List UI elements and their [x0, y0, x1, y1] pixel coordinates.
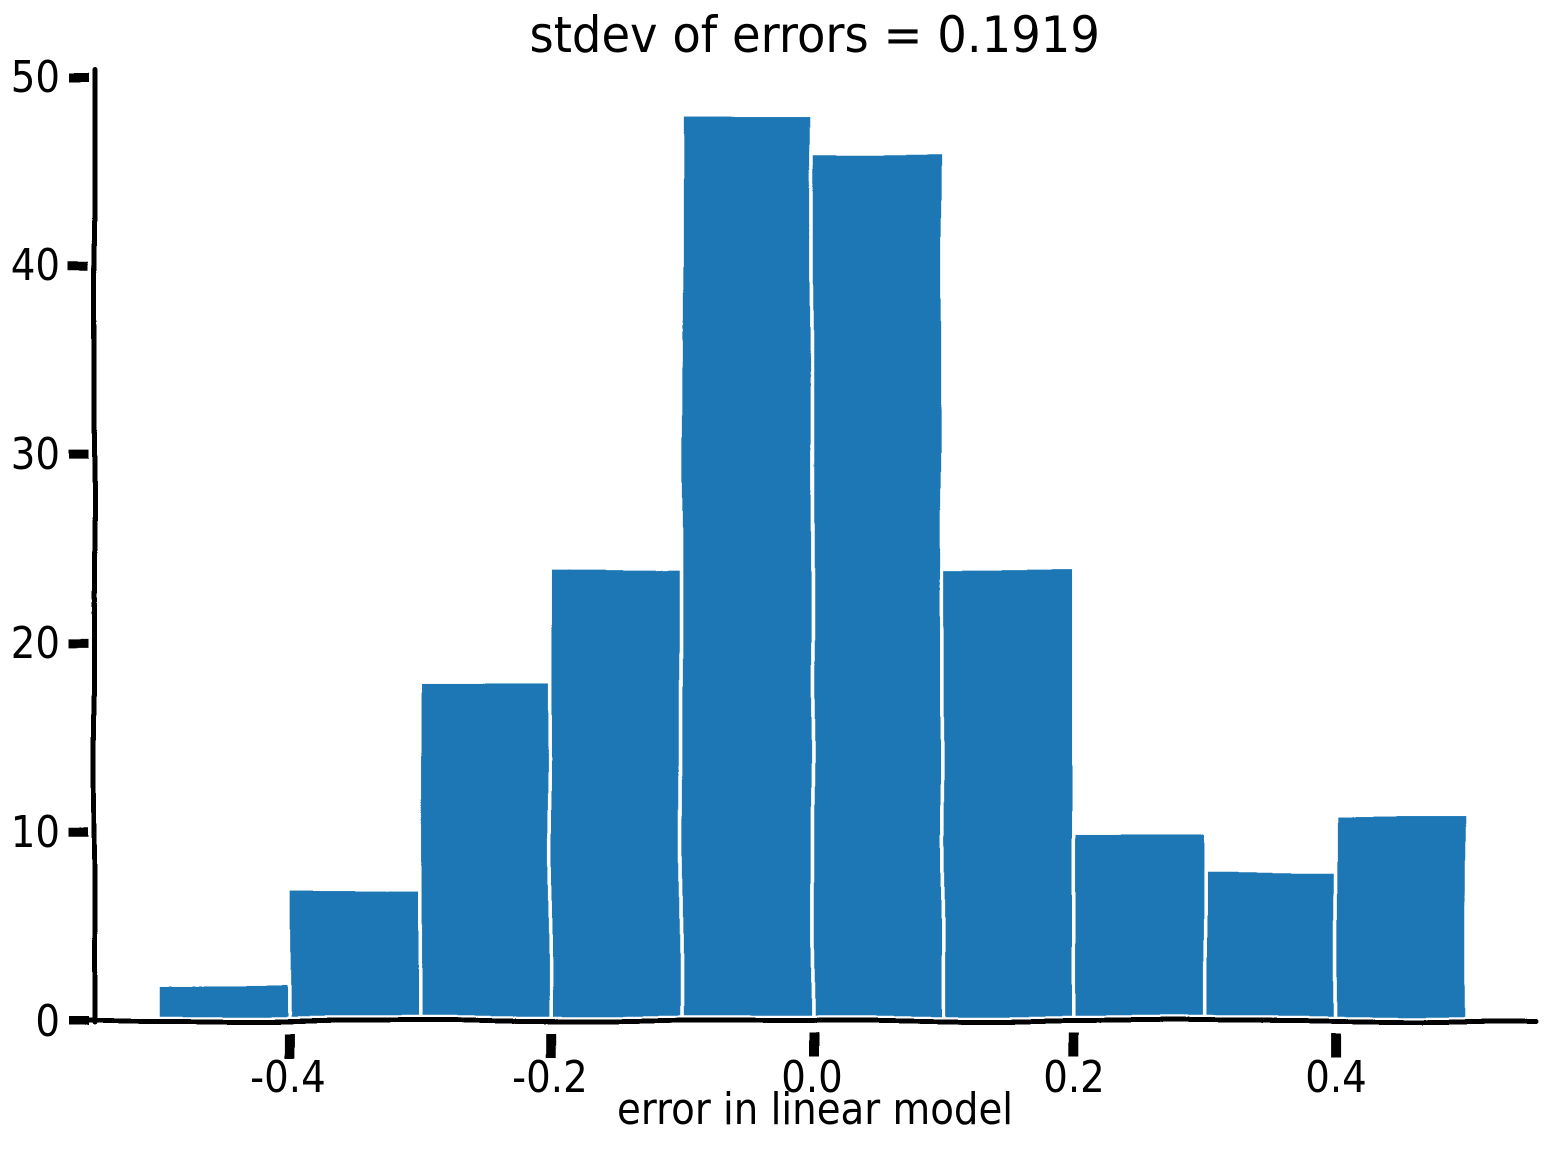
chart-title-text: stdev of errors = 0.1919: [529, 6, 1101, 64]
axes-group: [69, 67, 1540, 1057]
bars-group: [155, 113, 1469, 1020]
y-tick-label-text: 30: [10, 429, 60, 481]
x-tick-label-text: 0.4: [1304, 1052, 1367, 1103]
histogram-bar: [810, 151, 945, 1020]
x-tick-label: -0.2: [450, 1056, 650, 1100]
x-tick-label-text: 0.0: [781, 1052, 843, 1103]
y-tick-label-text: 50: [10, 51, 60, 103]
y-tick-label-text: 40: [10, 240, 60, 292]
x-tick-label: 0.0: [712, 1056, 912, 1100]
histogram-bar: [1072, 830, 1207, 1020]
x-axis-label-text: error in linear model: [616, 1084, 1014, 1135]
y-tick-label: 20: [0, 617, 60, 669]
histogram-bar: [1333, 812, 1469, 1020]
y-tick-label: 30: [0, 433, 60, 477]
histogram-bar: [286, 887, 422, 1020]
x-tick-label: 0.2: [974, 1056, 1174, 1100]
x-tick-label-text: -0.4: [250, 1052, 327, 1103]
histogram-bar: [679, 113, 814, 1020]
y-tick-label: 40: [0, 244, 60, 288]
histogram-bar: [548, 566, 683, 1020]
histogram-bar: [941, 566, 1076, 1020]
y-tick-label: 0: [0, 995, 60, 1047]
x-tick-label: -0.4: [188, 1056, 388, 1100]
histogram-bar: [417, 679, 552, 1020]
y-tick-label-text: 20: [10, 617, 60, 669]
x-tick-label-text: -0.2: [512, 1052, 588, 1103]
x-tick-label: 0.4: [1236, 1056, 1436, 1100]
y-tick-label: 10: [0, 806, 60, 858]
y-tick-label-text: 10: [10, 806, 60, 858]
y-tick-label: 50: [0, 51, 60, 103]
histogram-bar: [155, 981, 291, 1020]
x-axis-label: error in linear model: [315, 1088, 1315, 1132]
histogram-bar: [1202, 868, 1338, 1020]
x-tick-label-text: 0.2: [1042, 1052, 1105, 1103]
chart-title: stdev of errors = 0.1919: [315, 10, 1315, 60]
y-tick-label-text: 0: [35, 995, 60, 1047]
